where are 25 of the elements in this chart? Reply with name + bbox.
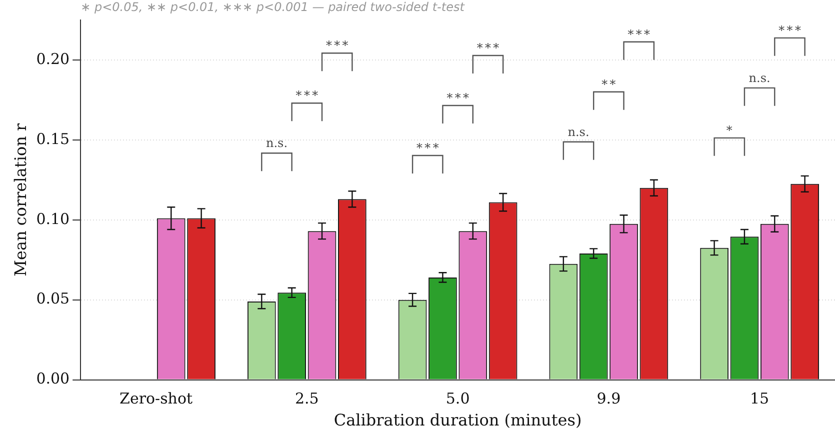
annotation: ∗∗∗ bbox=[294, 86, 320, 100]
annotation: ∗∗∗ bbox=[324, 36, 350, 50]
x-tick-label: 2.5 bbox=[294, 390, 319, 408]
annotation: ∗∗∗ bbox=[476, 38, 500, 53]
y-tick-label: 0.10 bbox=[36, 210, 70, 228]
annotation: n.s. bbox=[266, 136, 288, 150]
annotation: ∗∗∗ bbox=[415, 138, 440, 153]
x-tick-label: 9.9 bbox=[596, 390, 621, 408]
annotation: ∗∗∗ bbox=[626, 25, 652, 40]
x-tick-label: Zero-shot bbox=[120, 390, 193, 408]
annotation: ∗∗∗ bbox=[778, 21, 802, 36]
x-tick-label: 5.0 bbox=[446, 390, 470, 408]
y-tick-label: 0.15 bbox=[36, 130, 70, 148]
y-axis-title: Mean correlation r bbox=[10, 123, 30, 276]
annotation: n.s. bbox=[568, 125, 590, 140]
annotation: n.s. bbox=[748, 71, 770, 86]
annotation: ∗ bbox=[725, 121, 734, 136]
x-axis-title: Calibration duration (minutes) bbox=[334, 410, 582, 430]
annotation: ∗∗ bbox=[600, 75, 617, 90]
y-tick-label: 0.00 bbox=[36, 370, 70, 388]
annotation: ∗∗∗ bbox=[446, 88, 470, 103]
text: ∗ p<0.05, ∗∗ p<0.01, ∗∗∗ p<0.001 — paired two-sided t-test bbox=[80, 0, 466, 14]
y-tick-label: 0.20 bbox=[36, 50, 70, 68]
y-tick-label: 0.05 bbox=[36, 290, 70, 308]
x-tick-label: 15 bbox=[750, 390, 770, 408]
